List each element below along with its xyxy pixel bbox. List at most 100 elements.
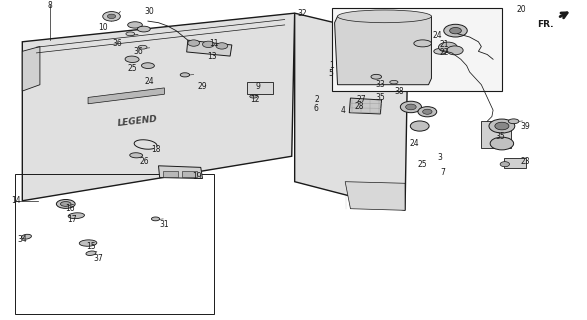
Text: 11: 11 [210,39,219,48]
Circle shape [423,109,432,114]
Circle shape [450,28,461,34]
Text: 29: 29 [198,82,207,91]
Polygon shape [295,13,408,210]
Ellipse shape [434,48,447,54]
Circle shape [410,121,429,131]
Circle shape [489,119,515,133]
Circle shape [203,41,214,47]
Text: 24: 24 [409,139,419,148]
Text: 9: 9 [256,82,261,91]
Circle shape [438,42,457,52]
Text: 19: 19 [192,172,201,181]
Polygon shape [187,40,232,56]
Bar [182,171,197,177]
Circle shape [107,14,116,19]
Ellipse shape [68,213,85,219]
Circle shape [500,162,510,167]
Ellipse shape [127,22,142,28]
Circle shape [103,12,120,21]
Polygon shape [22,13,295,201]
Circle shape [406,104,416,110]
Text: LEGEND: LEGEND [117,115,158,128]
Text: 31: 31 [160,220,169,229]
Text: 20: 20 [517,5,526,14]
Bar [15,174,214,314]
Text: 7: 7 [440,168,445,177]
Ellipse shape [249,95,257,98]
Circle shape [447,46,463,55]
Ellipse shape [56,199,75,208]
Circle shape [400,101,421,113]
Ellipse shape [508,119,519,124]
Bar [163,171,178,177]
Text: 39: 39 [521,122,530,131]
Text: 23: 23 [521,157,530,166]
Text: 24: 24 [433,31,442,40]
Ellipse shape [137,26,150,32]
Text: 16: 16 [66,204,75,212]
Text: 13: 13 [208,52,217,60]
Ellipse shape [125,56,139,62]
Polygon shape [22,46,40,91]
Polygon shape [481,121,511,148]
Bar [332,8,502,91]
Text: 27: 27 [356,94,366,103]
Text: 32: 32 [298,9,307,18]
Text: 34: 34 [18,236,27,244]
Polygon shape [504,158,526,168]
Text: 1: 1 [329,61,334,70]
Ellipse shape [141,63,154,68]
Text: 36: 36 [113,39,122,48]
Circle shape [444,24,467,37]
Bar [247,82,273,94]
Text: 2: 2 [315,95,319,104]
Ellipse shape [151,217,160,221]
Ellipse shape [130,153,143,158]
Polygon shape [345,182,405,210]
Polygon shape [158,166,203,179]
Text: 30: 30 [145,7,154,16]
Text: 25: 25 [418,160,427,169]
Ellipse shape [390,80,398,84]
Text: 22: 22 [440,48,449,57]
Polygon shape [335,16,431,85]
Text: 26: 26 [139,156,149,165]
Text: 15: 15 [86,242,96,252]
Circle shape [490,137,514,150]
Polygon shape [88,88,164,104]
Circle shape [188,40,200,46]
Text: 37: 37 [93,254,103,263]
Text: FR.: FR. [537,20,554,28]
Ellipse shape [338,10,431,23]
Text: 8: 8 [48,1,52,10]
Ellipse shape [86,251,96,255]
Ellipse shape [180,73,190,77]
Text: 21: 21 [440,40,449,50]
Ellipse shape [414,40,431,47]
Text: 38: 38 [394,87,404,96]
Text: 18: 18 [151,145,160,154]
Text: 17: 17 [67,215,76,224]
Text: 33: 33 [375,80,384,89]
Text: 14: 14 [12,196,21,205]
Ellipse shape [60,202,71,206]
Text: 4: 4 [341,106,346,115]
Text: 10: 10 [98,23,107,32]
Ellipse shape [138,45,147,49]
Circle shape [418,107,437,117]
Text: 28: 28 [355,102,364,111]
Circle shape [495,122,509,130]
Polygon shape [349,98,382,114]
Text: 6: 6 [313,104,318,113]
Ellipse shape [126,32,134,36]
Text: 36: 36 [133,47,143,56]
Text: 24: 24 [145,77,154,86]
Ellipse shape [79,240,97,246]
Text: 5: 5 [328,69,333,78]
Text: 3: 3 [438,153,443,162]
Text: 25: 25 [127,64,137,73]
Circle shape [216,43,228,49]
Ellipse shape [21,234,32,239]
Text: 35: 35 [376,93,385,102]
Text: 35: 35 [496,132,505,141]
